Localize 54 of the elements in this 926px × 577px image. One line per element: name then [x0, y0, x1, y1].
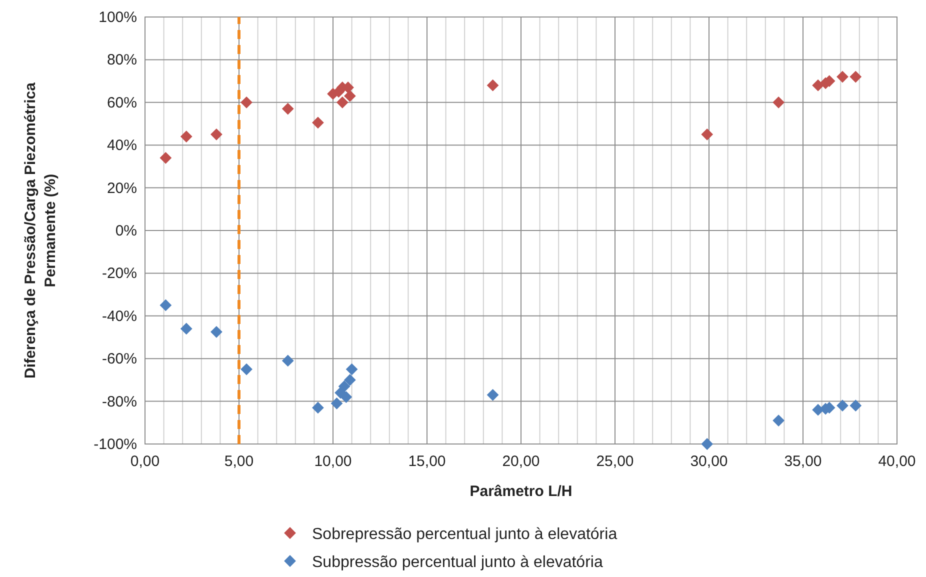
legend-label: Sobrepressão percentual junto à elevatória: [312, 526, 618, 543]
legend-label: Subpressão percentual junto à elevatória: [312, 554, 603, 571]
y-tick-label: 0%: [115, 222, 137, 240]
x-tick-label: 15,00: [408, 453, 446, 470]
point: [210, 128, 222, 140]
point: [701, 438, 714, 450]
point: [340, 391, 352, 403]
x-tick-label: 25,00: [596, 453, 634, 470]
point: [160, 299, 172, 312]
point: [336, 96, 348, 108]
point: [812, 79, 824, 92]
point: [282, 102, 294, 115]
x-tick-label: 10,00: [314, 453, 352, 470]
point: [850, 70, 862, 83]
point: [330, 397, 343, 410]
point: [772, 96, 784, 108]
point: [486, 79, 499, 92]
x-tick-label: 5,00: [224, 453, 254, 470]
point: [338, 380, 350, 392]
point: [210, 326, 222, 338]
y-tick-label: -20%: [102, 265, 137, 282]
point: [701, 128, 714, 140]
x-tick-label: 0,00: [130, 453, 160, 470]
y-tick-label: -80%: [102, 393, 137, 410]
x-tick-label: 20,00: [502, 453, 540, 470]
point: [346, 363, 358, 376]
point: [486, 388, 499, 401]
point: [312, 402, 324, 414]
y-tick-label: 80%: [106, 52, 137, 69]
y-tick-label: -40%: [102, 308, 137, 325]
point: [282, 354, 294, 367]
point: [180, 130, 192, 142]
x-tick-label: 40,00: [878, 453, 916, 470]
x-tick-label: 30,00: [690, 453, 728, 470]
y-tick-label: 60%: [106, 94, 137, 112]
y-axis-title: Diferença de Pressão/Carga Piezométrica Permanente (%): [22, 82, 59, 378]
y-tick-label: -100%: [94, 436, 137, 453]
point: [180, 322, 192, 335]
point: [240, 363, 252, 376]
point: [344, 374, 356, 386]
point: [850, 400, 862, 412]
x-axis-title: Parâmetro L/H: [470, 483, 572, 500]
point: [772, 414, 784, 426]
y-tick-label: -60%: [102, 350, 137, 368]
x-tick-label: 35,00: [784, 453, 822, 470]
point: [312, 116, 324, 129]
point: [344, 90, 356, 102]
y-tick-label: 100%: [98, 9, 137, 26]
point: [160, 152, 172, 164]
point: [836, 70, 848, 83]
y-tick-label: 40%: [106, 137, 137, 154]
point: [240, 96, 252, 108]
y-tick-label: 20%: [106, 180, 137, 197]
point: [836, 400, 848, 412]
